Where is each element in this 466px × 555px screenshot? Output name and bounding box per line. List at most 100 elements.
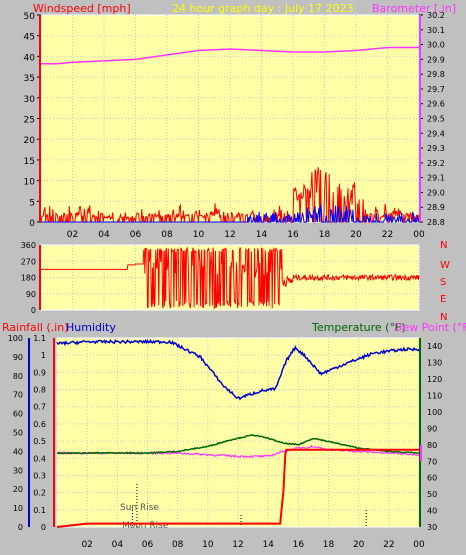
barometer-axis-label: Barometer [.in] xyxy=(372,2,456,15)
wind-tick-label: 40 xyxy=(24,53,36,63)
time-tick-label: 04 xyxy=(112,540,124,550)
temperature-tick-label: 70 xyxy=(427,457,437,466)
moonrise-label: Moon Rise xyxy=(122,521,169,531)
humidity-tick-label: 40 xyxy=(13,447,23,456)
time-tick-label: 16 xyxy=(293,540,305,550)
time-tick-label: 06 xyxy=(130,230,142,240)
time-tick-label: 22 xyxy=(382,230,393,240)
time-tick-label: 22 xyxy=(383,540,394,550)
time-tick-label: 20 xyxy=(353,540,365,550)
wind-average-series xyxy=(41,204,420,224)
time-tick-label: 20 xyxy=(350,230,362,240)
temperature-tick-label: 90 xyxy=(427,424,437,433)
temperature-tick-label: 40 xyxy=(427,507,437,516)
temperature-tick-label: 30 xyxy=(427,523,437,532)
rainfall-tick-label: 0.5 xyxy=(33,437,46,446)
temperature-tick-label: 60 xyxy=(427,474,437,483)
barometer-tick-label: 29.8 xyxy=(427,70,445,79)
compass-letter: N xyxy=(440,240,447,251)
wind-tick-label: 35 xyxy=(24,74,35,84)
barometer-tick-label: 28.9 xyxy=(427,203,445,212)
lower-plot-area xyxy=(56,337,420,528)
barometer-tick-label: 29.4 xyxy=(427,129,445,138)
barometer-tick-label: 29.1 xyxy=(427,174,445,183)
time-tick-label: 08 xyxy=(161,230,173,240)
time-tick-label: 00 xyxy=(413,230,425,240)
direction-tick-label: 90 xyxy=(26,290,36,299)
humidity-tick-label: 30 xyxy=(13,466,23,475)
wind-barometer-panel: 0 5 10 15 20 25 30 35 40 45 50 28.8 28.9 29.0 29.1 29.2… xyxy=(24,11,445,240)
sunrise-label: Sun Rise xyxy=(120,503,159,513)
barometer-tick-label: 30.1 xyxy=(427,26,445,35)
barometer-tick-label: 29.5 xyxy=(427,115,445,124)
wind-tick-label: 30 xyxy=(24,95,36,105)
time-tick-label: 10 xyxy=(193,230,205,240)
humidity-series xyxy=(56,338,420,401)
rainfall-tick-label: 1.1 xyxy=(33,334,46,343)
rainfall-tick-label: 0.1 xyxy=(33,506,46,515)
barometer-tick-label: 29.0 xyxy=(427,188,445,197)
barometer-series xyxy=(41,46,419,65)
rainfall-axis-label: Rainfall (.in) xyxy=(2,321,69,334)
rainfall-tick-label: 0 xyxy=(41,523,46,532)
direction-tick-label: 360 xyxy=(21,241,36,250)
wind-tick-label: 15 xyxy=(24,157,35,167)
time-tick-label: 02 xyxy=(81,540,92,550)
wind-tick-label: 20 xyxy=(24,136,36,146)
barometer-tick-label: 29.7 xyxy=(427,85,445,94)
time-tick-label: 00 xyxy=(413,540,425,550)
temperature-tick-label: 130 xyxy=(427,359,442,368)
dew-point-axis-label: Dew Point (°F) xyxy=(394,321,466,334)
time-tick-label: 02 xyxy=(67,230,78,240)
time-tick-label: 10 xyxy=(202,540,214,550)
temperature-series xyxy=(57,434,420,455)
temperature-tick-label: 50 xyxy=(427,490,437,499)
time-tick-label: 14 xyxy=(262,540,274,550)
compass-letter: N xyxy=(440,312,447,323)
humidity-tick-label: 70 xyxy=(13,391,23,400)
barometer-tick-label: 29.3 xyxy=(427,144,445,153)
time-tick-label: 14 xyxy=(256,230,268,240)
rainfall-tick-label: 0.4 xyxy=(33,454,46,463)
wind-tick-label: 0 xyxy=(29,219,35,229)
rainfall-series xyxy=(56,448,419,528)
barometer-tick-label: 29.6 xyxy=(427,100,445,109)
wind-tick-label: 5 xyxy=(29,198,35,208)
temperature-tick-label: 120 xyxy=(427,375,442,384)
direction-tick-label: 180 xyxy=(21,274,36,283)
humidity-tick-label: 90 xyxy=(13,353,23,362)
wind-tick-label: 25 xyxy=(24,116,35,126)
chart-title: 24 hour graph day : July 17 2023 xyxy=(172,2,354,15)
humidity-tick-label: 60 xyxy=(13,410,23,419)
temperature-axis-label: Temperature (°F) xyxy=(311,321,406,334)
temperature-tick-label: 110 xyxy=(427,392,442,401)
rainfall-tick-label: 0.2 xyxy=(33,489,46,498)
humidity-tick-label: 0 xyxy=(18,523,23,532)
barometer-tick-label: 29.9 xyxy=(427,55,445,64)
barometer-tick-label: 30.0 xyxy=(427,41,445,50)
humidity-tick-label: 100 xyxy=(8,334,23,343)
wind-tick-label: 10 xyxy=(24,178,36,188)
time-tick-label: 06 xyxy=(142,540,154,550)
temperature-tick-label: 100 xyxy=(427,408,442,417)
rainfall-tick-label: 0.7 xyxy=(33,403,46,412)
rainfall-tick-label: 0.3 xyxy=(33,471,46,480)
time-tick-label: 18 xyxy=(323,540,335,550)
rainfall-tick-label: 0.8 xyxy=(33,386,46,395)
wind-direction-series xyxy=(41,246,420,310)
humidity-tick-label: 10 xyxy=(13,504,23,513)
humidity-tick-label: 80 xyxy=(13,372,23,381)
compass-letter: W xyxy=(440,260,450,271)
rainfall-tick-label: 0.9 xyxy=(33,368,46,377)
humidity-tick-label: 20 xyxy=(13,485,23,494)
time-tick-label: 08 xyxy=(172,540,184,550)
time-tick-label: 04 xyxy=(98,230,110,240)
rain-humidity-temp-panel: 0 0.1 0.2 0.3 0.4 0.5 0.6 0.7 0.8 0.9 1 1.1 0 10 20 30 4… xyxy=(8,334,443,550)
direction-tick-label: 0 xyxy=(31,306,36,315)
time-tick-label: 18 xyxy=(319,230,331,240)
time-tick-label: 16 xyxy=(287,230,299,240)
barometer-tick-label: 28.8 xyxy=(427,218,445,227)
